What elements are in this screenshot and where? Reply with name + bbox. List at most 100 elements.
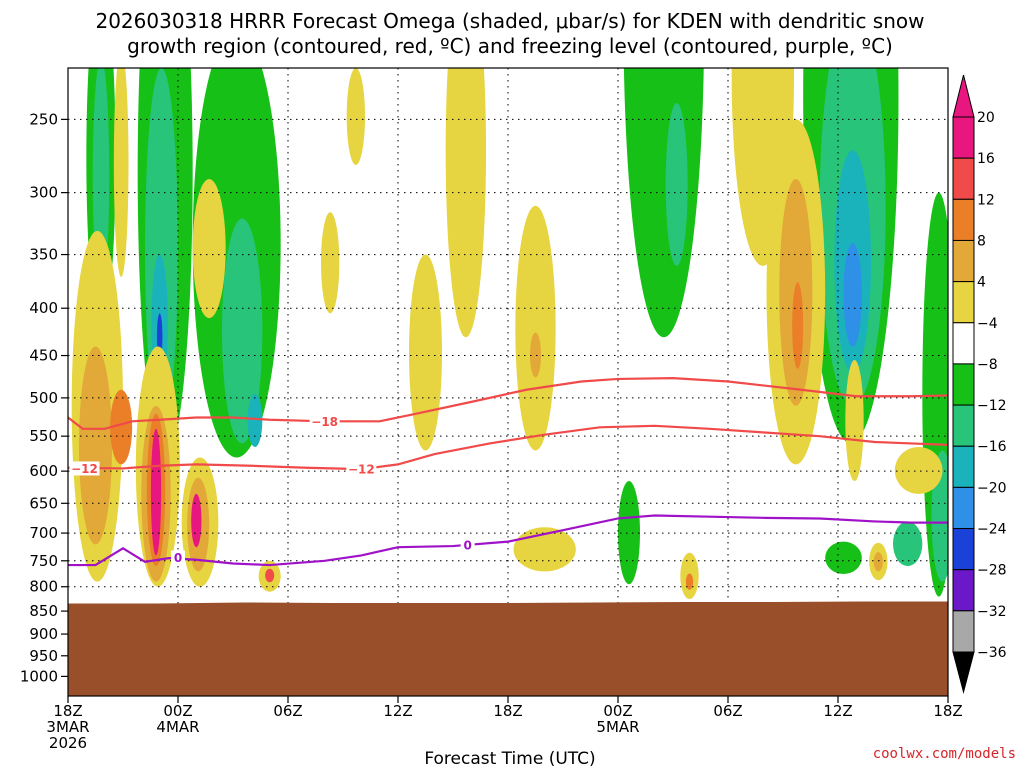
x-tick-label-30: 00Z 5MAR	[596, 702, 639, 736]
credit-text: coolwx.com/models	[873, 746, 1016, 762]
colorbar-top-arrow	[952, 74, 975, 118]
y-tick-label-900: 900	[29, 625, 58, 643]
colorbar-label-8: −16	[977, 439, 1007, 455]
y-tick-label-600: 600	[29, 462, 58, 480]
omega-region-47	[845, 359, 864, 482]
omega-region-30	[191, 493, 202, 548]
x-tick-label-18: 12Z	[383, 702, 412, 720]
y-tick-label-700: 700	[29, 524, 58, 542]
colorbar-label-12: −32	[977, 604, 1007, 620]
colorbar-swatch-3	[952, 239, 975, 283]
omega-region-18	[893, 521, 923, 567]
omega-region-27	[150, 428, 162, 556]
x-tick-label-42: 12Z	[823, 702, 852, 720]
isotherm-label-bg-0	[309, 414, 340, 429]
omega-region-11	[618, 481, 640, 585]
omega-region-10	[665, 102, 688, 266]
y-tick-label-850: 850	[29, 602, 58, 620]
terrain-below-surface	[68, 601, 948, 696]
colorbar-swatch-1	[952, 157, 975, 200]
omega-region-34	[321, 212, 340, 314]
x-tick-label-24: 18Z	[493, 702, 522, 720]
omega-region-21	[79, 346, 112, 545]
y-tick-label-450: 450	[29, 347, 58, 365]
isotherm-line-3	[68, 514, 948, 567]
colorbar-swatch-6	[952, 363, 975, 406]
omega-shading	[71, 68, 948, 600]
omega-region-46	[792, 282, 804, 369]
y-tick-label-250: 250	[29, 110, 58, 128]
colorbar-swatch-7	[952, 404, 975, 447]
colorbar-label-13: −36	[977, 645, 1007, 661]
x-tick-label-0: 18Z 3MAR 2026	[46, 702, 89, 752]
colorbar-bottom-arrow	[952, 651, 975, 694]
isotherm-label-2: −12	[71, 462, 98, 476]
colorbar-swatch-4	[952, 281, 975, 324]
colorbar-label-7: −12	[977, 398, 1007, 414]
y-axis: 250 300 350 400 450 500 550 600 650 700 750 800 850 9…	[20, 110, 68, 685]
omega-region-42	[685, 573, 694, 590]
y-tick-label-1000: 1000	[20, 667, 58, 685]
chart-title-line-1: 2026030318 HRRR Forecast Omega (shaded, …	[95, 9, 924, 33]
colorbar: 20 16 12 8 4 −4 −8 −12 −16 −20 −24 −28 −32 −36	[952, 74, 1007, 694]
colorbar-swatch-11	[952, 569, 975, 612]
omega-region-49	[873, 552, 883, 572]
y-tick-label-750: 750	[29, 552, 58, 570]
omega-region-32	[265, 568, 275, 583]
colorbar-swatch-8	[952, 445, 975, 488]
omega-region-22	[110, 389, 133, 465]
omega-region-19	[825, 541, 862, 574]
colorbar-swatch-10	[952, 528, 975, 571]
omega-region-33	[192, 179, 226, 319]
colorbar-swatch-5	[952, 322, 975, 365]
x-axis: 18Z 3MAR 2026 00Z 4MAR 06Z 12Z 18Z 00Z 5MAR 06Z 12Z…	[46, 696, 963, 752]
isotherm-line-0	[68, 377, 948, 430]
x-tick-label-6: 00Z 4MAR	[156, 702, 199, 736]
isotherm-contours: −18 −12 −12 0 0	[68, 377, 948, 567]
omega-region-8	[247, 393, 263, 447]
omega-region-37	[409, 254, 442, 451]
isotherm-label-bg-4	[171, 550, 185, 565]
omega-region-15	[843, 242, 862, 347]
isotherm-label-bg-3	[460, 537, 475, 552]
omega-region-35	[346, 68, 366, 165]
isotherm-label-0: −18	[311, 415, 338, 429]
omega-region-36	[445, 68, 486, 338]
colorbar-label-5: −4	[977, 316, 998, 332]
y-tick-label-300: 300	[29, 184, 58, 202]
x-tick-label-12: 06Z	[273, 702, 302, 720]
y-tick-label-800: 800	[29, 578, 58, 596]
isotherm-label-bg-2	[69, 461, 100, 476]
colorbar-label-6: −8	[977, 357, 998, 373]
colorbar-label-0: 20	[977, 110, 995, 126]
colorbar-label-11: −28	[977, 563, 1007, 579]
colorbar-swatch-0	[952, 116, 975, 159]
x-axis-label: Forecast Time (UTC)	[424, 749, 595, 768]
colorbar-swatch-last	[952, 610, 975, 653]
omega-region-38	[515, 205, 556, 451]
x-tick-label-36: 06Z	[713, 702, 742, 720]
colorbar-label-9: −20	[977, 480, 1007, 496]
isotherm-label-3: 0	[463, 538, 471, 552]
terrain-fill	[68, 601, 948, 696]
isotherm-label-1: −12	[348, 463, 375, 477]
omega-region-50	[894, 446, 943, 494]
y-tick-label-350: 350	[29, 246, 58, 264]
omega-region-7	[222, 218, 263, 444]
isotherm-line-1	[68, 424, 948, 471]
colorbar-label-2: 12	[977, 192, 995, 208]
omega-region-39	[530, 332, 541, 378]
colorbar-label-10: −24	[977, 522, 1007, 538]
plot-area: −18 −12 −12 0 0	[68, 68, 948, 696]
colorbar-swatch-2	[952, 198, 975, 241]
colorbar-label-4: 4	[977, 275, 986, 291]
chart-title-line-2: growth region (contoured, red, ºC) and f…	[127, 34, 893, 58]
y-tick-label-550: 550	[29, 427, 58, 445]
isotherm-label-bg-1	[346, 462, 377, 477]
y-tick-label-950: 950	[29, 647, 58, 665]
x-tick-label-48: 18Z	[933, 702, 962, 720]
colorbar-label-1: 16	[977, 151, 995, 167]
y-tick-label-500: 500	[29, 389, 58, 407]
isotherm-label-4: 0	[174, 551, 182, 565]
